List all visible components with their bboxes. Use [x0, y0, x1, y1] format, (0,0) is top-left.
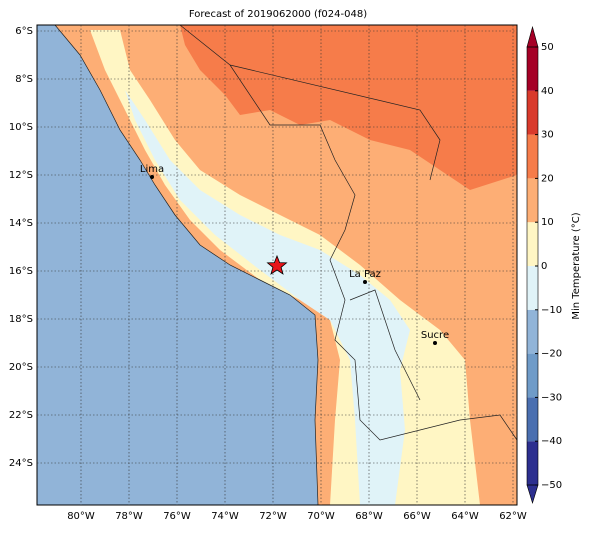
colorbar-band: [527, 266, 538, 310]
colorbar: [526, 25, 539, 505]
coastline: [54, 24, 319, 506]
map-title: Forecast of 2019062000 (f024-048): [189, 9, 367, 20]
location-star: [266, 254, 288, 275]
colorbar-band: [527, 309, 538, 354]
city-label: La Paz: [349, 269, 381, 280]
lat-label: 6°S: [15, 26, 33, 37]
colorbar-band: [527, 134, 538, 179]
country-borders: [179, 24, 518, 441]
city-label: Sucre: [421, 330, 449, 341]
map-area: [36, 24, 518, 506]
colorbar-band: [527, 222, 538, 266]
lon-label: 68°W: [355, 511, 383, 522]
lat-label: 14°S: [9, 218, 33, 229]
colorbar-band: [527, 397, 538, 442]
lon-label: 80°W: [67, 511, 95, 522]
colorbar-band: [527, 353, 538, 398]
colorbar-band: [527, 441, 538, 485]
lon-label: 64°W: [451, 511, 479, 522]
colorbar-tick-label: −20: [541, 349, 562, 360]
colorbar-tick-label: 20: [541, 173, 554, 184]
colorbar-tick-label: −30: [541, 392, 562, 403]
lat-label: 16°S: [9, 266, 33, 277]
city-label: Lima: [140, 164, 164, 175]
lon-label: 62°W: [499, 511, 527, 522]
city-marker: [433, 341, 437, 345]
lat-label: 20°S: [9, 362, 33, 373]
city-marker: [150, 175, 154, 179]
lat-label: 18°S: [9, 314, 33, 325]
warm-region: [180, 25, 517, 190]
colorbar-tick-label: −10: [541, 305, 562, 316]
colorbar-tick-label: −50: [541, 480, 562, 491]
lon-label: 70°W: [307, 511, 335, 522]
lon-label: 76°W: [163, 511, 191, 522]
colorbar-band: [527, 90, 538, 135]
colorbar-tick-label: 50: [541, 42, 554, 53]
colorbar-tick-label: 30: [541, 130, 554, 141]
lon-label: 72°W: [259, 511, 287, 522]
lat-label: 10°S: [9, 122, 33, 133]
lat-label: 8°S: [15, 74, 33, 85]
colorbar-band: [527, 47, 538, 91]
colorbar-band: [527, 178, 538, 223]
lon-label: 78°W: [115, 511, 143, 522]
lat-label: 22°S: [9, 410, 33, 421]
lon-label: 66°W: [403, 511, 431, 522]
colorbar-tick-label: −40: [541, 436, 562, 447]
map-frame: [36, 24, 518, 506]
colorbar-extend-low: [526, 484, 539, 505]
colorbar-tick-label: 10: [541, 217, 554, 228]
lon-label: 74°W: [211, 511, 239, 522]
city-marker: [363, 280, 367, 284]
graticule: [37, 25, 517, 505]
cold-region: [125, 90, 410, 505]
colorbar-extend-high: [526, 25, 539, 48]
colorbar-label: Min Temperature (°C): [571, 212, 582, 319]
colorbar-tick-label: 0: [541, 261, 547, 272]
lat-label: 12°S: [9, 170, 33, 181]
lat-label: 24°S: [9, 458, 33, 469]
colorbar-tick-label: 40: [541, 86, 554, 97]
